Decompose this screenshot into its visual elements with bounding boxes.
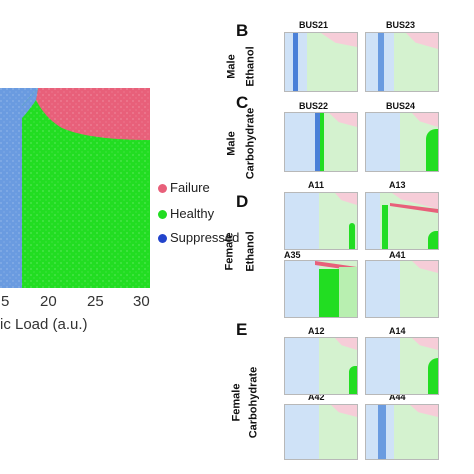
mini-plot-bus24 bbox=[365, 112, 439, 172]
mini-plot-a44 bbox=[365, 404, 439, 460]
panel-d-row-label-2: Ethanol bbox=[244, 231, 257, 272]
mini-plot-a13 bbox=[365, 192, 439, 250]
panel-d-title-1: A11 bbox=[308, 180, 325, 190]
legend-healthy-label: Healthy bbox=[170, 206, 215, 221]
panel-letter-c: C bbox=[236, 93, 249, 112]
mini-plot-a35 bbox=[284, 260, 358, 318]
panel-d-title-4: A41 bbox=[389, 250, 406, 260]
panel-letter-b: B bbox=[236, 21, 249, 40]
legend-suppressed-label: Suppressed bbox=[170, 230, 240, 245]
main-phase-plot bbox=[0, 88, 150, 288]
x-tick-0: 5 bbox=[1, 293, 10, 310]
mini-plot-a42 bbox=[284, 404, 358, 460]
mini-plot-a12 bbox=[284, 337, 358, 395]
mini-plot-bus23 bbox=[365, 32, 439, 92]
panel-e-row-label-1: Female bbox=[230, 383, 243, 422]
panel-letter-e: E bbox=[236, 320, 248, 339]
panel-c-row-label-2: Carbohydrate bbox=[244, 107, 257, 180]
main-phase-plot-svg bbox=[0, 88, 150, 288]
panel-e-title-1: A12 bbox=[308, 326, 325, 336]
panel-b-row-label-1: Male bbox=[225, 54, 238, 79]
legend-healthy-marker bbox=[158, 210, 167, 219]
legend-suppressed-marker bbox=[158, 234, 167, 243]
panel-e-row-label-2: Carbohydrate bbox=[247, 366, 260, 439]
panel-d-title-2: A13 bbox=[389, 180, 406, 190]
panel-e-title-3: A42 bbox=[308, 392, 325, 402]
panel-e-title-4: A44 bbox=[389, 392, 406, 402]
mini-plot-a41 bbox=[365, 260, 439, 318]
panel-e-title-2: A14 bbox=[389, 326, 406, 336]
panel-letter-d: D bbox=[236, 192, 249, 211]
panel-c-title-2: BUS24 bbox=[386, 101, 416, 111]
x-tick-3: 30 bbox=[133, 293, 150, 310]
panel-c-title-1: BUS22 bbox=[299, 101, 329, 111]
cropped-column-edge bbox=[466, 32, 474, 458]
x-tick-1: 20 bbox=[40, 293, 57, 310]
x-tick-2: 25 bbox=[87, 293, 104, 310]
mini-plot-a14 bbox=[365, 337, 439, 395]
mini-plot-bus22 bbox=[284, 112, 358, 172]
mini-plot-a11 bbox=[284, 192, 358, 250]
panel-d-row-label-1: Female bbox=[223, 232, 236, 271]
legend-failure-label: Failure bbox=[170, 180, 210, 195]
mini-plot-bus21 bbox=[284, 32, 358, 92]
panel-b-row-label-2: Ethanol bbox=[244, 46, 257, 87]
x-axis-label: ic Load (a.u.) bbox=[0, 316, 88, 333]
panel-d-title-3: A35 bbox=[284, 250, 301, 260]
panel-b-title-1: BUS21 bbox=[299, 20, 329, 30]
panel-b-title-2: BUS23 bbox=[386, 20, 416, 30]
panel-c-row-label-1: Male bbox=[225, 131, 238, 156]
legend-failure-marker bbox=[158, 184, 167, 193]
